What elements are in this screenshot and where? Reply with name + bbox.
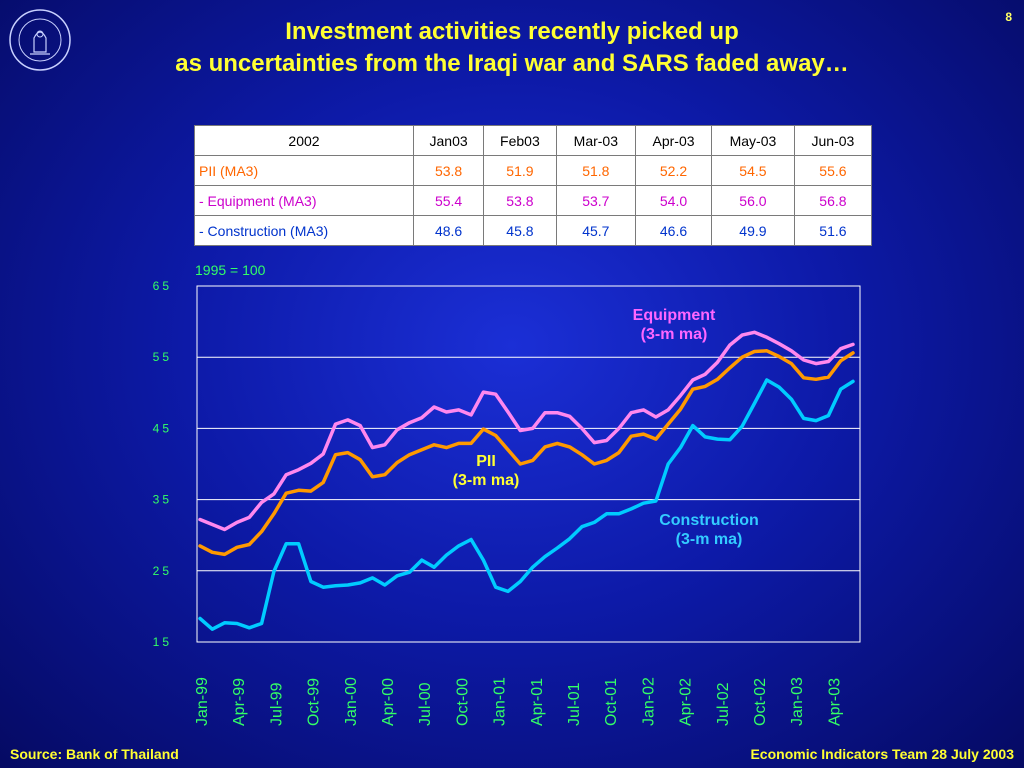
x-tick-label: Jul-99 <box>268 682 285 726</box>
label-construction: (3-m ma) <box>676 531 743 548</box>
table-cell: 51.6 <box>793 215 873 246</box>
chart-subtitle: 1995 = 100 <box>195 262 266 278</box>
x-tick-label: Apr-03 <box>826 678 843 726</box>
table-cell: 56.0 <box>710 185 795 216</box>
x-tick-label: Oct-01 <box>603 678 620 726</box>
table-header-cell: Mar-03 <box>555 125 637 156</box>
table-header-cell: Feb03 <box>483 125 557 156</box>
y-tick-label: 55 <box>153 350 172 364</box>
table-cell: 55.6 <box>793 155 873 186</box>
x-tick-label: Jan-00 <box>343 677 360 726</box>
x-tick-label: Apr-01 <box>529 678 546 726</box>
x-tick-label: Jan-03 <box>789 677 806 726</box>
table-cell: 56.8 <box>793 185 873 216</box>
y-tick-label: 65 <box>153 279 172 293</box>
data-table: 2002 Jan03 Feb03 Mar-03 Apr-03 May-03 Ju… <box>194 125 873 246</box>
plot-area <box>196 285 861 643</box>
source-note: Source: Bank of Thailand <box>10 746 179 762</box>
table-cell: 49.9 <box>710 215 795 246</box>
table-header-cell: Jun-03 <box>793 125 873 156</box>
x-tick-label: Apr-02 <box>678 678 695 726</box>
table-cell: 51.8 <box>555 155 637 186</box>
row-label: PII (MA3) <box>194 155 414 186</box>
x-tick-label: Oct-00 <box>454 678 471 726</box>
x-tick-label: Jan-02 <box>640 677 657 726</box>
slide-title: Investment activities recently picked up… <box>0 16 1024 80</box>
table-header-row: 2002 Jan03 Feb03 Mar-03 Apr-03 May-03 Ju… <box>194 125 873 156</box>
slide-number: 8 <box>1005 10 1012 24</box>
x-tick-label: Jan-01 <box>492 677 509 726</box>
x-tick-label: Jul-00 <box>417 682 434 726</box>
table-header-cell: Apr-03 <box>635 125 712 156</box>
x-tick-label: Oct-99 <box>306 678 323 726</box>
y-tick-label: 15 <box>153 635 172 649</box>
table-cell: 54.0 <box>635 185 712 216</box>
table-row-pii: PII (MA3) 53.8 51.9 51.8 52.2 54.5 55.6 <box>194 155 873 186</box>
table-cell: 45.7 <box>555 215 637 246</box>
label-equipment: Equipment <box>633 307 716 324</box>
x-tick-label: Jul-02 <box>715 682 732 726</box>
y-tick-label: 35 <box>153 493 172 507</box>
table-cell: 53.7 <box>555 185 637 216</box>
table-cell: 46.6 <box>635 215 712 246</box>
table-cell: 55.4 <box>412 185 485 216</box>
table-row-construction: - Construction (MA3) 48.6 45.8 45.7 46.6… <box>194 215 873 246</box>
series-equipment-line <box>198 330 855 532</box>
x-tick-label: Jul-01 <box>566 682 583 726</box>
x-tick-label: Jan-99 <box>194 677 211 726</box>
bank-of-thailand-seal <box>9 9 71 71</box>
x-tick-label: Apr-00 <box>380 678 397 726</box>
y-tick-label: 45 <box>153 421 172 435</box>
x-tick-label: Oct-02 <box>752 678 769 726</box>
label-pii: PII <box>476 453 496 470</box>
label-pii: (3-m ma) <box>453 472 520 489</box>
label-construction: Construction <box>659 512 759 529</box>
table-header-cell: May-03 <box>710 125 795 156</box>
label-equipment: (3-m ma) <box>641 326 708 343</box>
title-line-2: as uncertainties from the Iraqi war and … <box>175 50 849 77</box>
title-line-1: Investment activities recently picked up <box>285 18 739 45</box>
y-tick-label: 25 <box>153 564 172 578</box>
table-cell: 45.8 <box>483 215 557 246</box>
series-pii-line <box>198 349 855 557</box>
series-construction-line <box>198 378 855 631</box>
row-label: - Construction (MA3) <box>194 215 414 246</box>
x-tick-label: Apr-99 <box>231 678 248 726</box>
table-cell: 52.2 <box>635 155 712 186</box>
team-and-date: Economic Indicators Team 28 July 2003 <box>750 746 1014 762</box>
table-row-equipment: - Equipment (MA3) 55.4 53.8 53.7 54.0 56… <box>194 185 873 216</box>
